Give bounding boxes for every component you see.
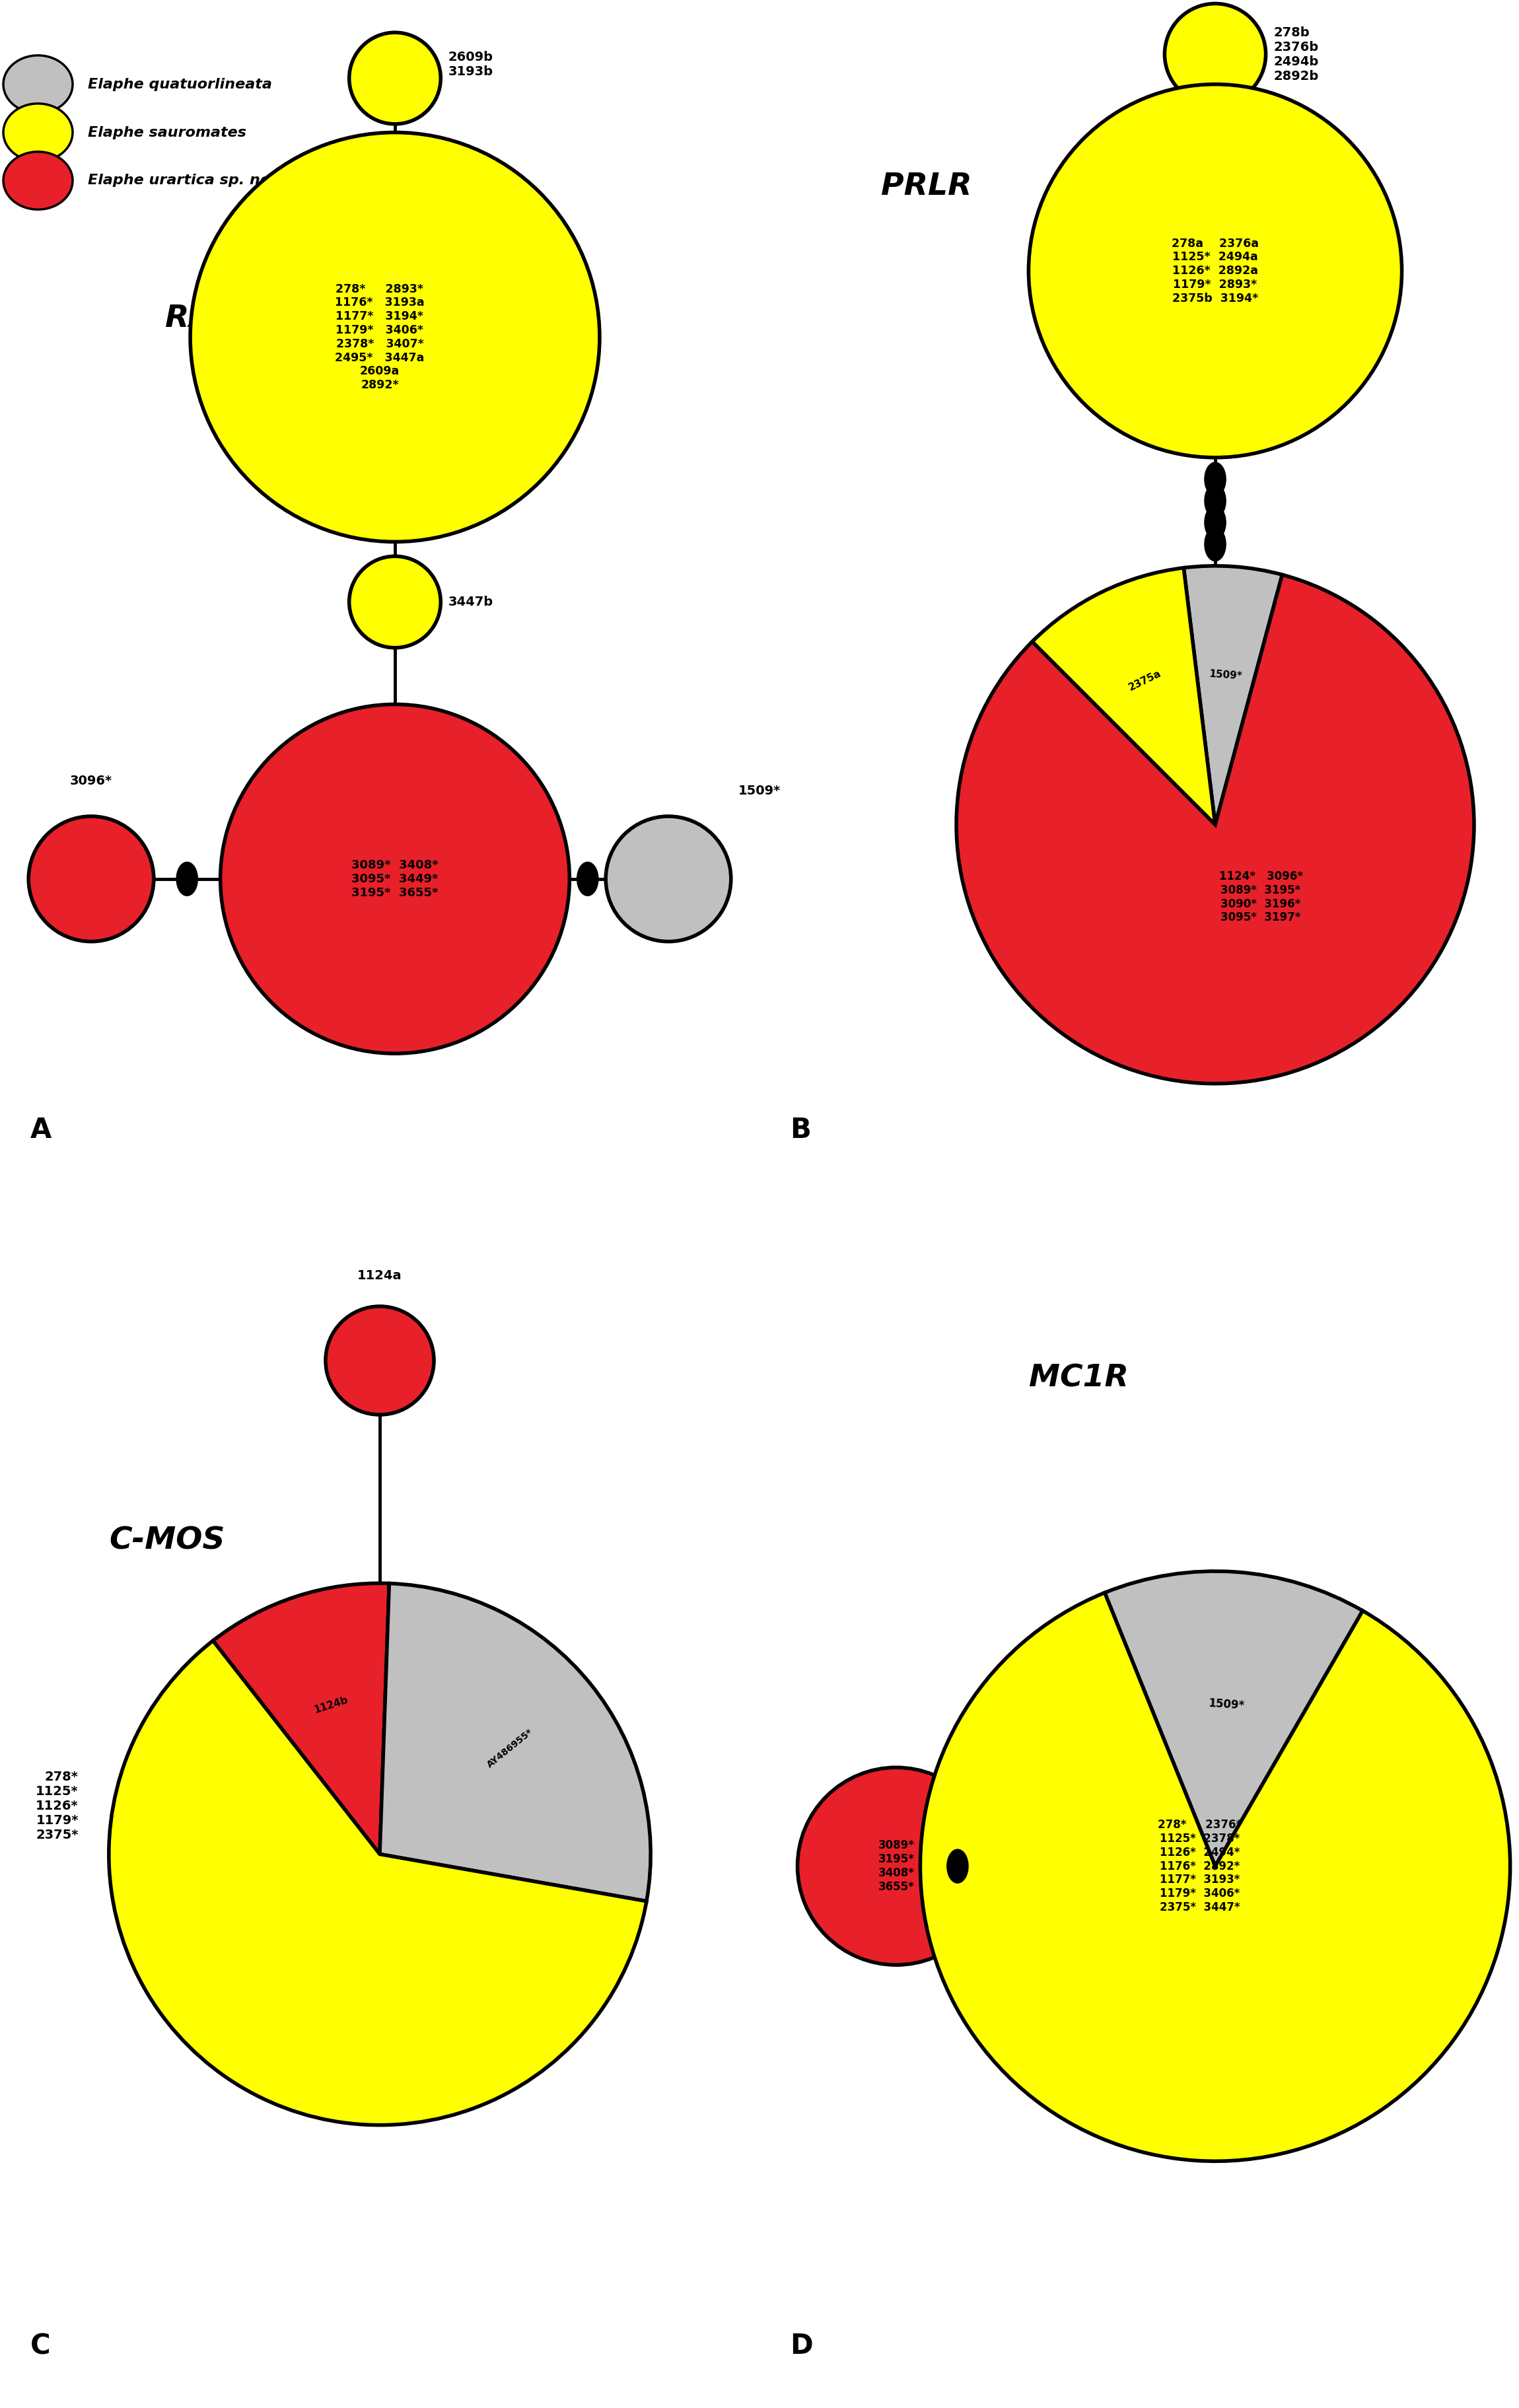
Circle shape (1205, 527, 1226, 561)
Ellipse shape (797, 1767, 995, 1965)
Text: C-MOS: C-MOS (109, 1527, 225, 1556)
Wedge shape (921, 1592, 1510, 2160)
Text: 2609b
3193b: 2609b 3193b (448, 51, 494, 77)
Circle shape (1205, 484, 1226, 518)
Wedge shape (213, 1584, 389, 1854)
Text: MC1R: MC1R (1028, 1363, 1129, 1394)
Text: RAG1: RAG1 (166, 303, 260, 335)
Text: 1124b: 1124b (313, 1695, 349, 1714)
Text: 3096*: 3096* (70, 775, 112, 787)
Wedge shape (1033, 568, 1215, 824)
Text: B: B (790, 1115, 811, 1144)
Text: 3089*  3408*
3095*  3449*
3195*  3655*: 3089* 3408* 3095* 3449* 3195* 3655* (351, 860, 439, 898)
Text: 278*     2376*
1125*  2378*
1126*  2494*
1176*  2892*
1177*  3193*
1179*  3406*
: 278* 2376* 1125* 2378* 1126* 2494* 1176*… (1157, 1818, 1243, 1914)
Text: A: A (30, 1115, 52, 1144)
Ellipse shape (190, 132, 600, 542)
Text: 278*
1125*
1126*
1179*
2375*: 278* 1125* 1126* 1179* 2375* (36, 1770, 79, 1842)
Ellipse shape (3, 152, 73, 209)
Text: 278*     2893*
1176*   3193a
1177*   3194*
1179*   3406*
2378*   3407*
2495*   3: 278* 2893* 1176* 3193a 1177* 3194* 1179*… (336, 284, 424, 390)
Wedge shape (1183, 566, 1282, 824)
Circle shape (946, 1849, 968, 1883)
Ellipse shape (325, 1305, 434, 1416)
Text: 1509*: 1509* (738, 785, 781, 797)
Ellipse shape (606, 816, 731, 942)
Wedge shape (380, 1584, 650, 1902)
Ellipse shape (3, 55, 73, 113)
Circle shape (1205, 462, 1226, 496)
Circle shape (176, 862, 197, 896)
Text: 278b
2376b
2494b
2892b: 278b 2376b 2494b 2892b (1273, 26, 1318, 82)
Ellipse shape (29, 816, 153, 942)
Wedge shape (109, 1640, 647, 2124)
Wedge shape (1104, 1572, 1363, 1866)
Ellipse shape (349, 31, 441, 123)
Text: PRLR: PRLR (881, 171, 972, 202)
Text: 1509*: 1509* (1209, 669, 1243, 681)
Wedge shape (957, 576, 1473, 1084)
Circle shape (577, 862, 598, 896)
Text: Elaphe urartica sp. nov.: Elaphe urartica sp. nov. (88, 173, 284, 188)
Ellipse shape (349, 556, 441, 648)
Ellipse shape (1165, 2, 1265, 104)
Ellipse shape (3, 104, 73, 161)
Text: AY486955*: AY486955* (486, 1727, 535, 1770)
Ellipse shape (220, 703, 570, 1055)
Text: C: C (30, 2331, 50, 2360)
Text: 2375a: 2375a (1127, 669, 1162, 694)
Text: 278a    2376a
1125*  2494a
1126*  2892a
1179*  2893*
2375b  3194*: 278a 2376a 1125* 2494a 1126* 2892a 1179*… (1171, 238, 1259, 303)
Text: 1124*   3096*
3089*  3195*
3090*  3196*
3095*  3197*: 1124* 3096* 3089* 3195* 3090* 3196* 3095… (1218, 869, 1303, 925)
Text: 1124a: 1124a (357, 1269, 403, 1281)
Text: 1509*: 1509* (1208, 1698, 1246, 1712)
Ellipse shape (1028, 84, 1402, 458)
Text: 3447b: 3447b (448, 595, 494, 609)
Text: Elaphe sauromates: Elaphe sauromates (88, 125, 246, 140)
Text: Elaphe quatuorlineata: Elaphe quatuorlineata (88, 77, 272, 92)
Circle shape (1205, 506, 1226, 539)
Text: 3089*
3195*
3408*
3655*: 3089* 3195* 3408* 3655* (878, 1840, 914, 1893)
Text: D: D (790, 2331, 813, 2360)
